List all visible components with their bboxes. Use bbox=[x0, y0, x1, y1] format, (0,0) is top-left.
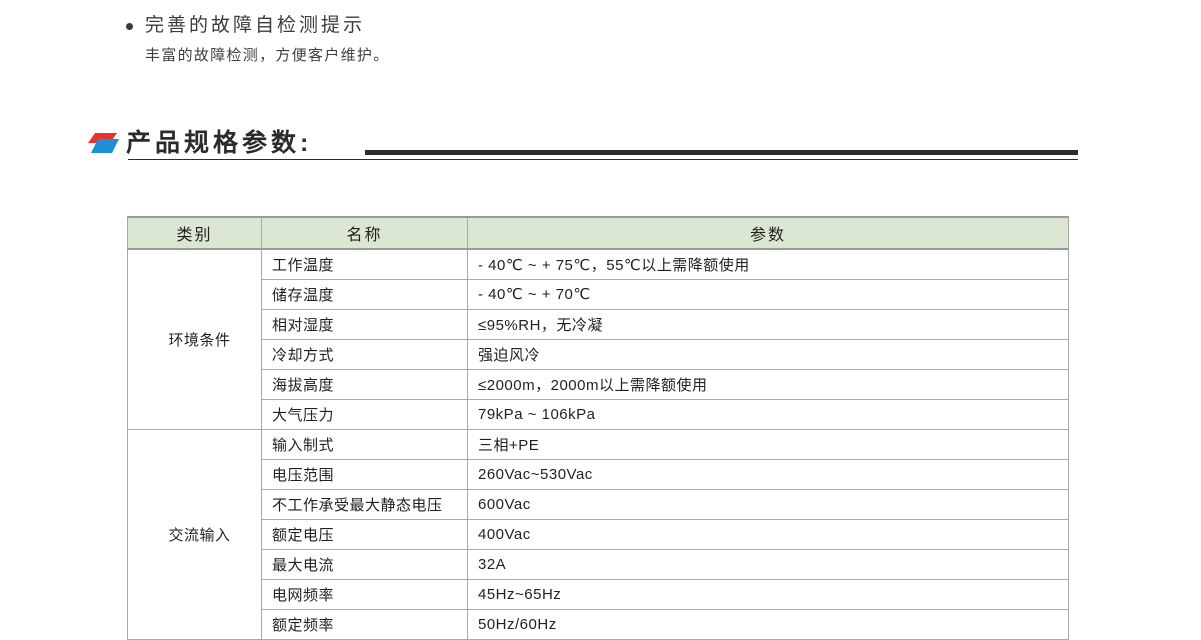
parameter-name-cell: 额定电压 bbox=[261, 518, 468, 550]
parameter-name-cell: 输入制式 bbox=[261, 428, 468, 460]
column-header-name: 名称 bbox=[261, 216, 468, 250]
parameter-value-cell: 400Vac bbox=[467, 518, 1069, 550]
feature-heading-row: 完善的故障自检测提示 bbox=[126, 12, 726, 40]
section-title: 产品规格参数: bbox=[126, 129, 313, 157]
section-rule-thin bbox=[128, 159, 1078, 160]
parameter-name-cell: 相对湿度 bbox=[261, 308, 468, 340]
parameter-value-cell: 50Hz/60Hz bbox=[467, 608, 1069, 640]
table-row: 不工作承受最大静态电压 600Vac bbox=[128, 488, 1069, 520]
table-row: 电压范围 260Vac~530Vac bbox=[128, 458, 1069, 490]
spec-table-container: 类别 名称 参数 环境条件 工作温度 - 40℃ ~ + 75℃，55℃以上需降额使… bbox=[127, 216, 1069, 640]
table-row: 额定电压 400Vac bbox=[128, 518, 1069, 550]
section-rule-thick bbox=[365, 150, 1078, 155]
parameter-name-cell: 工作温度 bbox=[261, 248, 468, 280]
parameter-value-cell: 强迫风冷 bbox=[467, 338, 1069, 370]
parameter-value-cell: ≤2000m，2000m以上需降额使用 bbox=[467, 368, 1069, 400]
parameter-name-cell: 不工作承受最大静态电压 bbox=[261, 488, 468, 520]
parameter-value-cell: ≤95%RH，无冷凝 bbox=[467, 308, 1069, 340]
parameter-name-cell: 电压范围 bbox=[261, 458, 468, 490]
parameter-value-cell: 45Hz~65Hz bbox=[467, 578, 1069, 610]
table-row: 最大电流 32A bbox=[128, 548, 1069, 580]
table-row: 储存温度 - 40℃ ~ + 70℃ bbox=[128, 278, 1069, 310]
parameter-name-cell: 储存温度 bbox=[261, 278, 468, 310]
table-row: 交流输入 输入制式 三相+PE bbox=[127, 428, 1069, 640]
table-row: 额定频率 50Hz/60Hz bbox=[128, 608, 1069, 640]
parameter-value-cell: 260Vac~530Vac bbox=[467, 458, 1069, 490]
parameter-name-cell: 额定频率 bbox=[261, 608, 468, 640]
bullet-dot-icon bbox=[126, 23, 133, 30]
parameter-value-cell: 79kPa ~ 106kPa bbox=[467, 398, 1069, 430]
table-row: 海拔高度 ≤2000m，2000m以上需降额使用 bbox=[128, 368, 1069, 400]
parameter-name-cell: 大气压力 bbox=[261, 398, 468, 430]
feature-title: 完善的故障自检测提示 bbox=[145, 15, 366, 36]
table-row: 环境条件 工作温度 - 40℃ ~ + 75℃，55℃以上需降额使用 bbox=[127, 248, 1069, 430]
table-row: 电网频率 45Hz~65Hz bbox=[128, 578, 1069, 610]
category-cell: 环境条件 bbox=[127, 248, 262, 430]
section-heading: 产品规格参数: bbox=[88, 126, 1088, 166]
parameter-value-cell: 600Vac bbox=[467, 488, 1069, 520]
parameter-name-cell: 最大电流 bbox=[261, 548, 468, 580]
parameter-value-cell: - 40℃ ~ + 75℃，55℃以上需降额使用 bbox=[467, 248, 1069, 280]
feature-block: 完善的故障自检测提示 丰富的故障检测，方便客户维护。 bbox=[126, 12, 726, 67]
table-header-row: 类别 名称 参数 bbox=[127, 216, 1069, 250]
category-cell: 交流输入 bbox=[127, 428, 262, 640]
parameter-value-cell: 三相+PE bbox=[467, 428, 1069, 460]
column-header-parameter: 参数 bbox=[467, 216, 1069, 250]
parameter-value-cell: - 40℃ ~ + 70℃ bbox=[467, 278, 1069, 310]
column-header-category: 类别 bbox=[127, 216, 262, 250]
table-row: 大气压力 79kPa ~ 106kPa bbox=[128, 398, 1069, 430]
table-row: 相对湿度 ≤95%RH，无冷凝 bbox=[128, 308, 1069, 340]
parameter-name-cell: 海拔高度 bbox=[261, 368, 468, 400]
parameter-name-cell: 电网频率 bbox=[261, 578, 468, 610]
spec-table: 类别 名称 参数 环境条件 工作温度 - 40℃ ~ + 75℃，55℃以上需降额使… bbox=[127, 216, 1069, 640]
feature-subtitle: 丰富的故障检测，方便客户维护。 bbox=[145, 47, 390, 64]
parameter-value-cell: 32A bbox=[467, 548, 1069, 580]
spec-table-head: 类别 名称 参数 bbox=[127, 216, 1069, 250]
parameter-name-cell: 冷却方式 bbox=[261, 338, 468, 370]
table-row: 冷却方式 强迫风冷 bbox=[128, 338, 1069, 370]
spec-table-body: 环境条件 工作温度 - 40℃ ~ + 75℃，55℃以上需降额使用 储存温度 - 40… bbox=[127, 248, 1069, 640]
parallelogram-logo-icon bbox=[88, 133, 119, 153]
